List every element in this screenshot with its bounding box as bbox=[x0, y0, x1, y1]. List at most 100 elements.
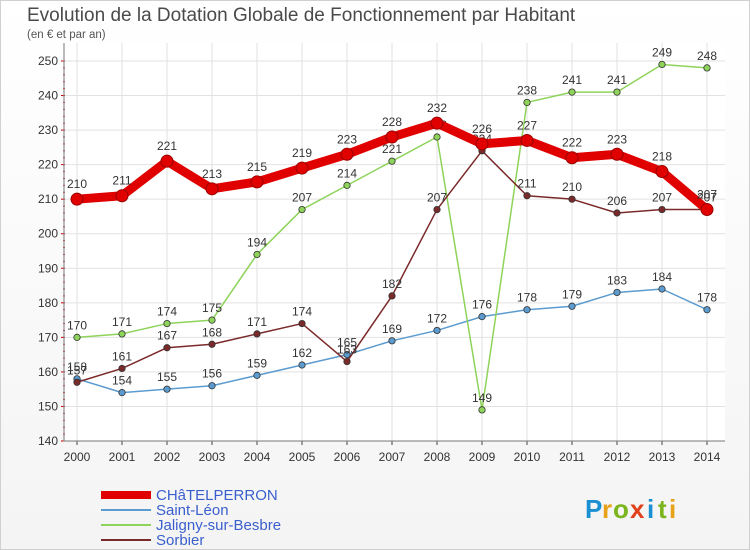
data-point bbox=[163, 319, 171, 328]
x-tick-label: 2004 bbox=[244, 450, 271, 464]
x-tick-label: 2009 bbox=[469, 450, 496, 464]
data-label: 183 bbox=[607, 273, 627, 287]
data-label: 213 bbox=[202, 167, 222, 181]
data-label: 223 bbox=[607, 132, 627, 146]
data-label: 178 bbox=[697, 291, 717, 305]
data-point bbox=[613, 288, 621, 297]
data-label: 206 bbox=[607, 194, 627, 208]
data-label: 249 bbox=[652, 45, 672, 59]
x-tick-label: 2002 bbox=[154, 450, 181, 464]
logo-letter: i bbox=[647, 494, 654, 524]
data-point bbox=[478, 313, 486, 321]
data-label: 170 bbox=[67, 318, 87, 332]
chart-subtitle: (en € et par an) bbox=[27, 29, 106, 41]
data-point bbox=[343, 357, 351, 366]
y-tick-label: 160 bbox=[38, 365, 58, 379]
series-ch-telperron: 210 211 221 213 215 219 223 228 232 226 227 222 223 2… bbox=[67, 101, 717, 217]
y-tick-label: 250 bbox=[38, 54, 58, 68]
data-label: 165 bbox=[337, 336, 357, 350]
data-point bbox=[388, 292, 396, 300]
data-point bbox=[208, 316, 216, 324]
data-point bbox=[658, 285, 666, 293]
y-tick-label: 140 bbox=[38, 434, 58, 448]
data-label: 157 bbox=[67, 363, 87, 377]
x-tick-label: 2011 bbox=[559, 450, 585, 464]
legend-label: Saint-Léon bbox=[156, 502, 229, 519]
logo-letter: t bbox=[658, 494, 667, 524]
data-point bbox=[295, 161, 309, 175]
data-label: 169 bbox=[382, 322, 402, 336]
x-tick-label: 2014 bbox=[694, 450, 721, 464]
data-label: 211 bbox=[517, 177, 536, 191]
data-label: 174 bbox=[292, 305, 312, 319]
data-point bbox=[388, 157, 396, 165]
data-point bbox=[433, 205, 441, 214]
legend-label: Jaligny-sur-Besbre bbox=[156, 517, 281, 534]
data-point bbox=[388, 337, 396, 345]
data-point bbox=[433, 326, 441, 335]
data-point bbox=[703, 306, 711, 314]
data-point bbox=[118, 364, 126, 373]
data-label: 167 bbox=[157, 329, 177, 343]
data-label: 179 bbox=[562, 287, 582, 301]
data-point bbox=[208, 340, 216, 348]
y-tick-label: 190 bbox=[38, 261, 58, 275]
data-label: 172 bbox=[427, 311, 447, 325]
data-point bbox=[613, 209, 621, 217]
data-label: 218 bbox=[652, 150, 672, 164]
data-point bbox=[568, 88, 576, 96]
data-point bbox=[520, 133, 534, 147]
logo-letter: r bbox=[602, 494, 612, 524]
data-label: 184 bbox=[652, 270, 672, 284]
data-point bbox=[430, 116, 444, 130]
data-label: 207 bbox=[427, 191, 447, 205]
data-point bbox=[298, 319, 306, 328]
data-label: 227 bbox=[517, 118, 537, 132]
data-point bbox=[655, 165, 669, 179]
data-point bbox=[523, 306, 531, 314]
data-point bbox=[298, 361, 306, 369]
data-point bbox=[610, 147, 624, 161]
data-label: 171 bbox=[112, 315, 132, 329]
data-point bbox=[658, 205, 666, 214]
data-label: 171 bbox=[247, 315, 267, 329]
data-label: 210 bbox=[562, 180, 582, 194]
data-point bbox=[250, 175, 264, 189]
data-label: 221 bbox=[382, 142, 402, 156]
data-label: 163 bbox=[337, 343, 357, 357]
data-point bbox=[523, 98, 531, 107]
series-saint-l-on: 158 154 155 156 159 162 165 169 172 176 178 179 183 1… bbox=[67, 270, 717, 397]
data-point bbox=[160, 154, 174, 168]
data-point bbox=[73, 333, 81, 341]
data-label: 175 bbox=[202, 301, 222, 315]
data-label: 232 bbox=[427, 101, 447, 115]
x-tick-label: 2001 bbox=[109, 450, 136, 464]
y-tick-label: 200 bbox=[38, 227, 58, 241]
data-label: 221 bbox=[157, 139, 177, 153]
data-point bbox=[73, 378, 81, 386]
data-label: 176 bbox=[472, 298, 492, 312]
data-label: 238 bbox=[517, 83, 537, 97]
y-tick-label: 180 bbox=[38, 296, 58, 310]
data-label: 207 bbox=[652, 191, 672, 205]
data-point bbox=[163, 344, 171, 352]
data-point bbox=[478, 406, 486, 414]
data-point bbox=[613, 88, 621, 96]
data-point bbox=[253, 250, 261, 259]
data-label: 156 bbox=[202, 367, 222, 381]
data-label: 174 bbox=[157, 305, 177, 319]
data-label: 178 bbox=[517, 291, 537, 305]
data-label: 155 bbox=[157, 370, 177, 384]
data-label: 219 bbox=[292, 146, 312, 160]
data-point bbox=[253, 371, 261, 379]
data-point bbox=[163, 385, 171, 393]
data-point bbox=[118, 389, 126, 397]
data-point bbox=[568, 302, 576, 310]
data-label: 214 bbox=[337, 166, 357, 180]
chart-title: Evolution de la Dotation Globale de Fonc… bbox=[27, 5, 576, 26]
y-tick-label: 170 bbox=[38, 330, 58, 344]
data-point bbox=[118, 330, 126, 338]
x-tick-label: 2010 bbox=[514, 450, 541, 464]
